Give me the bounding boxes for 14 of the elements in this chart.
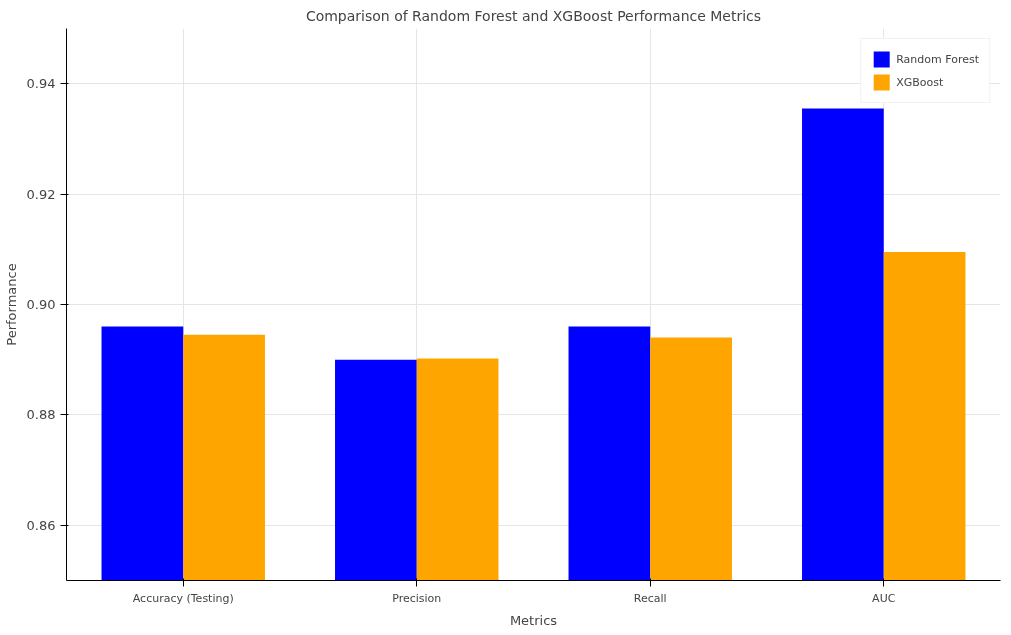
x-axis-title: Metrics xyxy=(509,612,558,628)
y-axis-title: Performance xyxy=(3,263,19,346)
x-tick-label: Recall xyxy=(633,591,667,605)
y-tick-label: 0.92 xyxy=(26,186,56,202)
y-tick-label: 0.86 xyxy=(26,517,56,533)
x-tick-label: AUC xyxy=(872,591,896,605)
y-tick-label: 0.94 xyxy=(26,76,56,92)
x-tick-label: Precision xyxy=(392,591,442,605)
chart-title: Comparison of Random Forest and XGBoost Performance Metrics xyxy=(305,7,762,24)
legend-label: XGBoost xyxy=(896,75,944,89)
y-tick-label: 0.90 xyxy=(26,297,56,312)
y-tick-label: 0.88 xyxy=(26,407,56,423)
legend-label: Random Forest xyxy=(896,52,979,66)
x-tick-label: Accuracy (Testing) xyxy=(132,591,234,605)
